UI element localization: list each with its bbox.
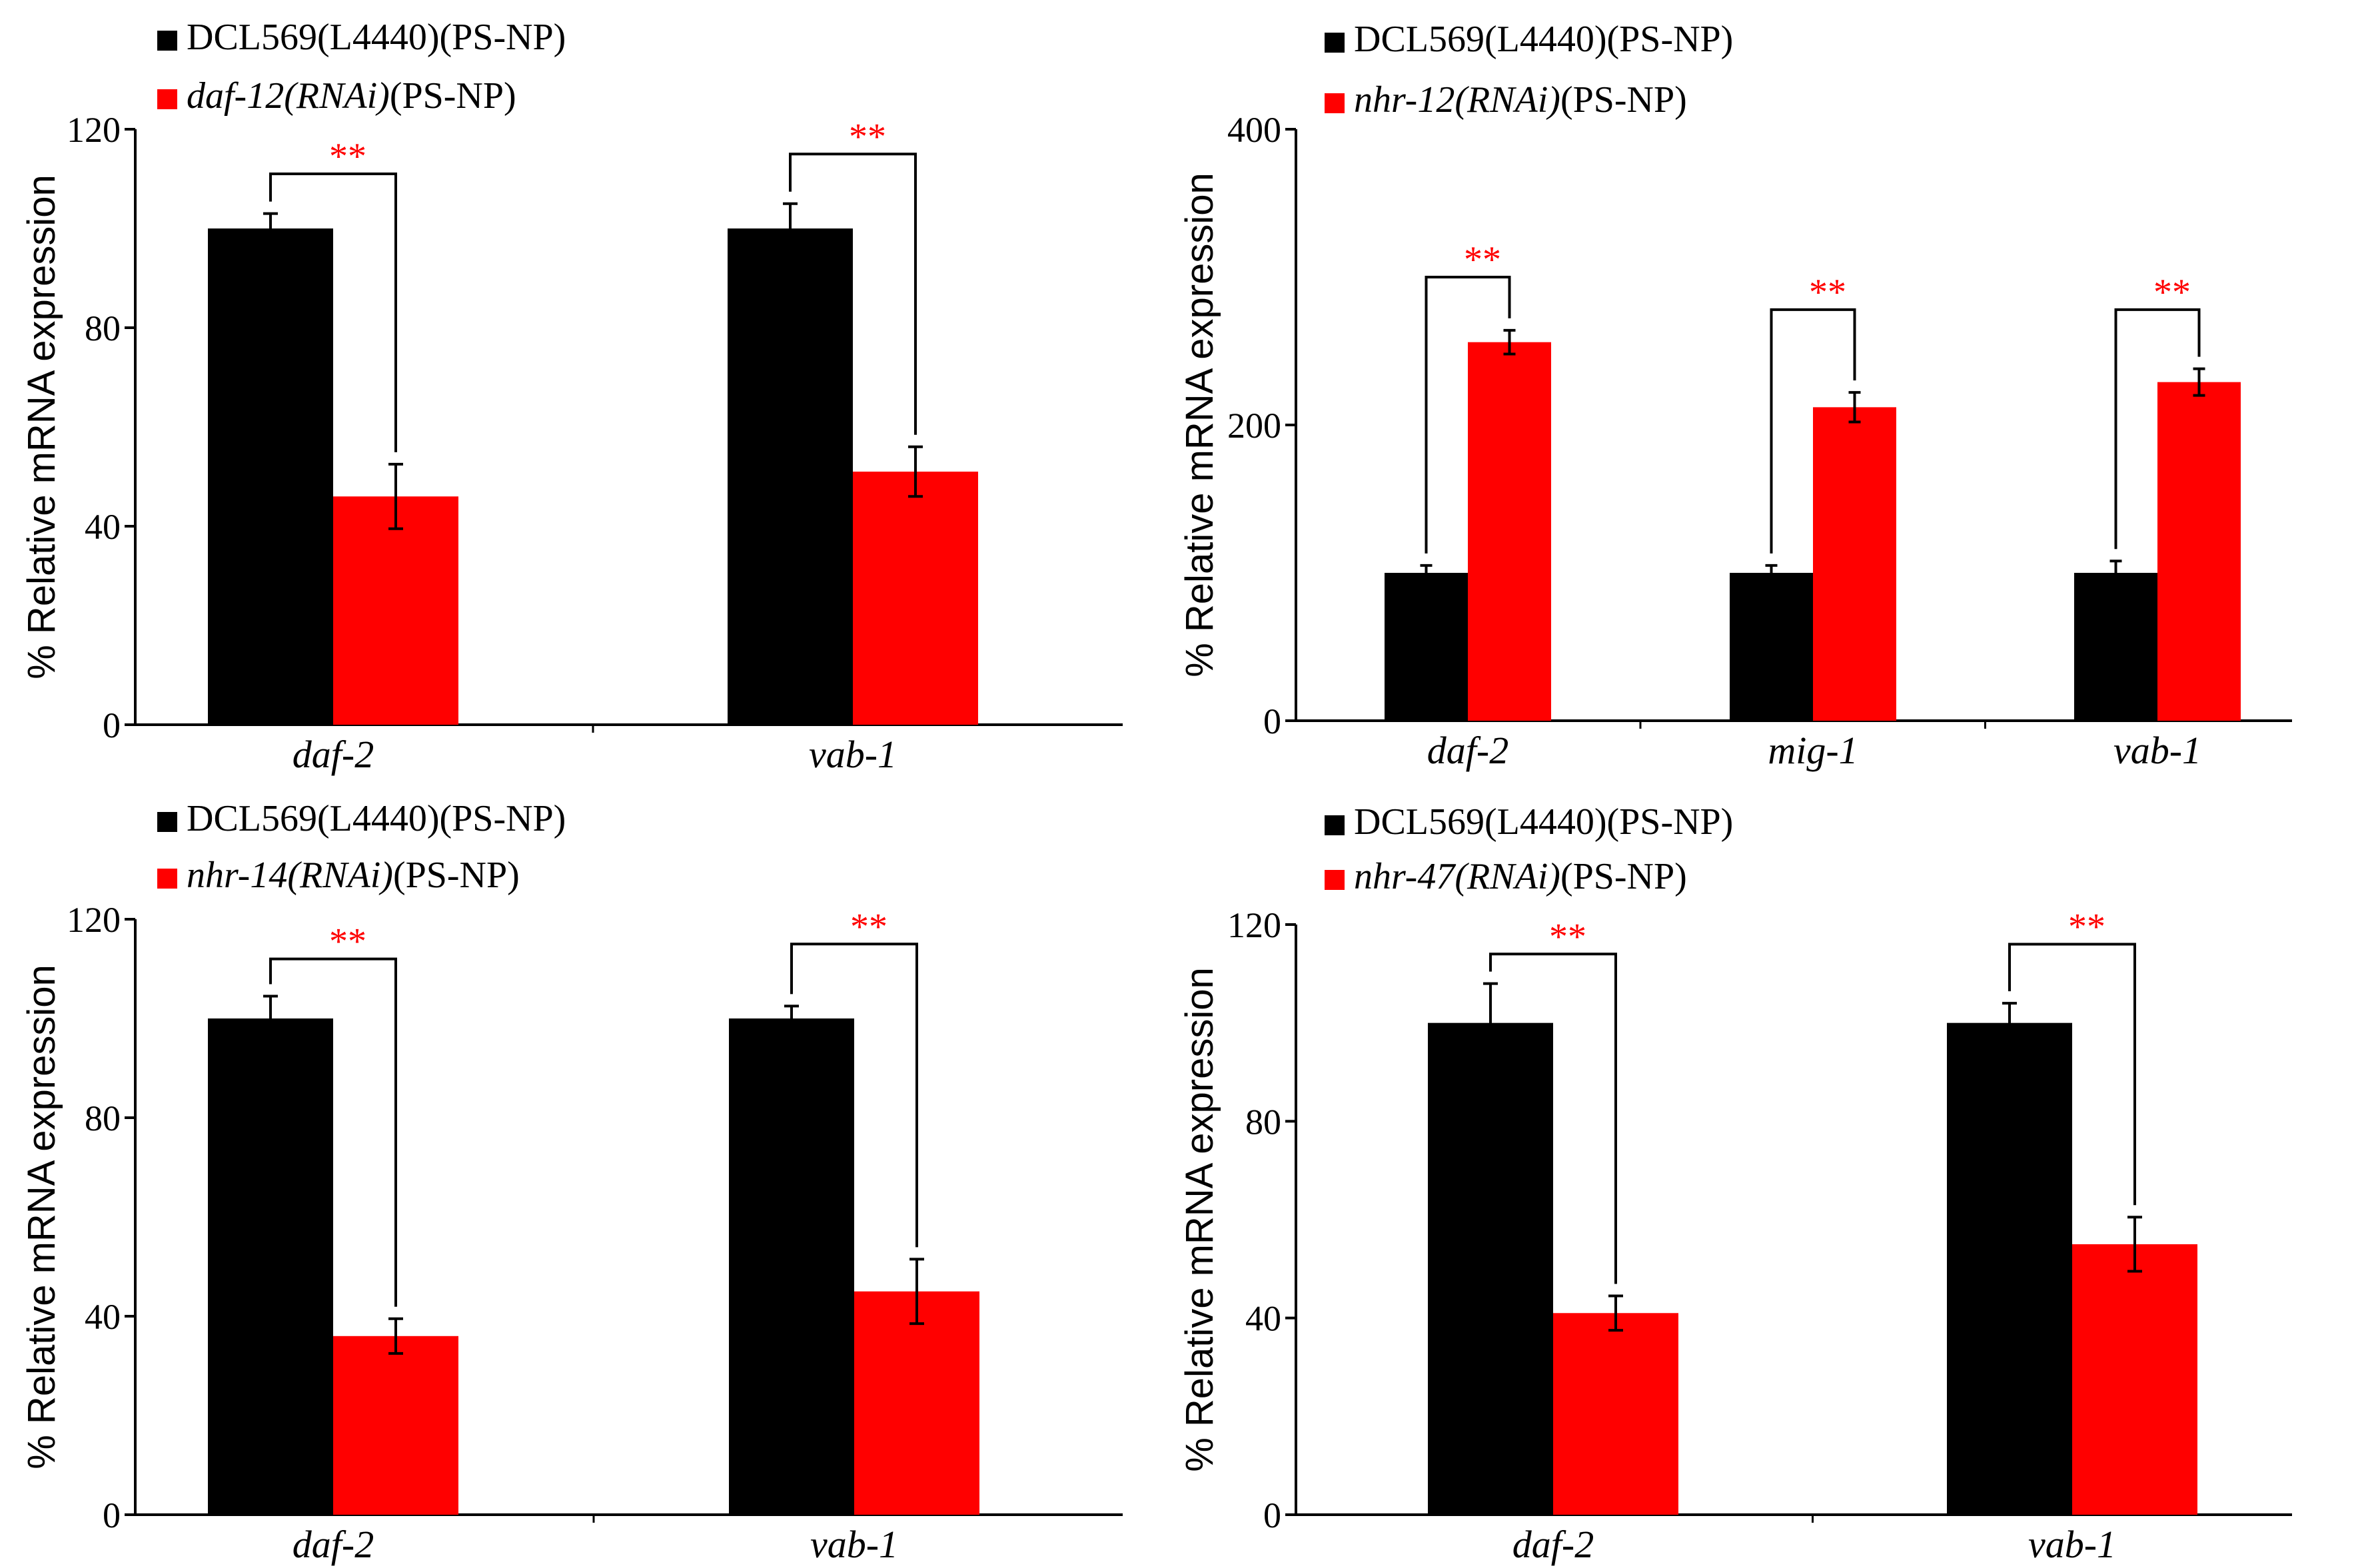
legend-swatch-rnai	[157, 89, 177, 109]
x-tick-label: daf-2	[293, 733, 374, 776]
x-tick-label: vab-1	[2113, 729, 2201, 772]
legend-rnai-tail: (PS-NP)	[1560, 79, 1687, 121]
bar-rnai-daf-2	[1553, 1313, 1678, 1515]
bar-rnai-daf-2	[333, 496, 458, 725]
bar-control-daf-2	[208, 228, 333, 725]
significance-marker: **	[1549, 916, 1586, 957]
significance-bracket	[1770, 308, 1856, 554]
y-axis-label: % Relative mRNA expression	[1178, 173, 1221, 677]
bar-control-daf-2	[1385, 573, 1468, 721]
bar-control-vab-1	[729, 1018, 854, 1515]
significance-marker: **	[329, 921, 366, 963]
bar-control-mig-1	[1730, 573, 1813, 721]
significance-bracket	[1425, 276, 1511, 554]
legend-label-control: DCL569(L4440)(PS-NP)	[1354, 19, 1733, 60]
legend-label-rnai: nhr-14(RNAi)(PS-NP)	[187, 855, 520, 896]
significance-bracket	[789, 153, 917, 435]
significance-marker: **	[849, 116, 886, 157]
y-tick-label: 40	[85, 1297, 121, 1337]
significance-bracket	[269, 173, 397, 452]
chart-panel-bottom-left: 0 40 80 120% Relative mRNA expression ** daf-…	[20, 798, 1123, 1566]
significance-marker: **	[1464, 239, 1501, 280]
significance-bracket	[269, 957, 397, 1307]
y-tick-label: 0	[1263, 701, 1281, 741]
legend-swatch-control	[1325, 815, 1345, 835]
y-tick-label: 80	[85, 1098, 121, 1138]
legend-swatch-control	[1325, 33, 1345, 53]
y-tick-label: 80	[85, 308, 121, 348]
significance-marker: **	[2153, 272, 2191, 313]
legend-rnai-tail: (PS-NP)	[390, 75, 516, 117]
chart-panel-bottom-right: 0 40 80 120% Relative mRNA expression ** daf-…	[1178, 801, 2292, 1566]
x-tick-label: daf-2	[1512, 1523, 1594, 1566]
significance-marker: **	[2068, 907, 2105, 948]
x-tick-label: mig-1	[1768, 729, 1858, 772]
bar-control-daf-2	[208, 1018, 333, 1515]
legend: DCL569(L4440)(PS-NP) daf-12(RNAi)(PS-NP)	[157, 17, 566, 117]
bar-rnai-daf-2	[333, 1336, 458, 1515]
chart-panel-top-left: 0 40 80 120% Relative mRNA expression ** daf-…	[20, 17, 1123, 776]
legend: DCL569(L4440)(PS-NP) nhr-12(RNAi)(PS-NP)	[1325, 19, 1733, 121]
x-tick-label: vab-1	[810, 1523, 898, 1566]
significance-bracket	[1489, 953, 1617, 1284]
x-tick-label: vab-1	[809, 733, 897, 776]
bar-rnai-daf-2	[1468, 342, 1551, 721]
significance-bracket	[2008, 943, 2136, 1206]
legend-label-control: DCL569(L4440)(PS-NP)	[1354, 801, 1733, 843]
legend-label-rnai: nhr-47(RNAi)(PS-NP)	[1354, 856, 1687, 897]
legend-swatch-rnai	[1325, 870, 1345, 890]
y-tick-label: 0	[103, 705, 121, 745]
y-tick-label: 0	[103, 1495, 121, 1535]
legend-label-rnai: daf-12(RNAi)(PS-NP)	[187, 75, 516, 117]
legend-swatch-control	[157, 812, 177, 832]
significance-bracket	[790, 943, 918, 1248]
y-tick-label: 40	[85, 507, 121, 547]
legend-rnai-tail: (PS-NP)	[1560, 856, 1687, 897]
bar-rnai-vab-1	[854, 1291, 979, 1515]
legend-label-control: DCL569(L4440)(PS-NP)	[187, 17, 566, 58]
legend-rnai-gene: nhr-14(RNAi)	[187, 855, 393, 896]
bar-control-daf-2	[1428, 1022, 1553, 1515]
chart-panel-top-right: 0 200 400% Relative mRNA expression ** daf-2…	[1178, 19, 2292, 772]
y-axis-label: % Relative mRNA expression	[20, 175, 63, 679]
legend: DCL569(L4440)(PS-NP) nhr-14(RNAi)(PS-NP)	[157, 798, 566, 896]
legend-swatch-rnai	[157, 869, 177, 889]
legend-rnai-gene: daf-12(RNAi)	[187, 75, 390, 117]
bar-control-vab-1	[728, 228, 853, 725]
legend-rnai-gene: nhr-47(RNAi)	[1354, 856, 1560, 897]
y-axis-label: % Relative mRNA expression	[20, 965, 63, 1469]
bar-rnai-vab-1	[2157, 382, 2241, 721]
legend-rnai-gene: nhr-12(RNAi)	[1354, 79, 1560, 121]
y-tick-label: 200	[1227, 406, 1281, 446]
y-tick-label: 80	[1245, 1102, 1281, 1142]
y-tick-label: 120	[67, 900, 121, 940]
y-tick-label: 400	[1227, 110, 1281, 150]
legend: DCL569(L4440)(PS-NP) nhr-47(RNAi)(PS-NP)	[1325, 801, 1733, 897]
y-axis-label: % Relative mRNA expression	[1178, 967, 1221, 1472]
legend-label-control: DCL569(L4440)(PS-NP)	[187, 798, 566, 839]
y-tick-label: 120	[1227, 905, 1281, 945]
bar-control-vab-1	[2074, 573, 2157, 721]
significance-marker: **	[1809, 272, 1846, 313]
legend-swatch-control	[157, 31, 177, 51]
significance-marker: **	[850, 906, 887, 947]
bar-rnai-vab-1	[2072, 1244, 2197, 1515]
y-tick-label: 120	[67, 110, 121, 150]
x-tick-label: daf-2	[1427, 729, 1508, 772]
bar-control-vab-1	[1947, 1022, 2072, 1515]
x-tick-label: vab-1	[2028, 1523, 2116, 1566]
bar-rnai-vab-1	[853, 472, 978, 725]
y-tick-label: 40	[1245, 1299, 1281, 1339]
significance-marker: **	[329, 136, 366, 177]
significance-bracket	[2114, 308, 2201, 550]
legend-label-rnai: nhr-12(RNAi)(PS-NP)	[1354, 79, 1687, 121]
x-tick-label: daf-2	[293, 1523, 374, 1566]
y-tick-label: 0	[1263, 1495, 1281, 1535]
bar-rnai-mig-1	[1813, 407, 1896, 721]
legend-rnai-tail: (PS-NP)	[393, 855, 520, 896]
legend-swatch-rnai	[1325, 93, 1345, 113]
